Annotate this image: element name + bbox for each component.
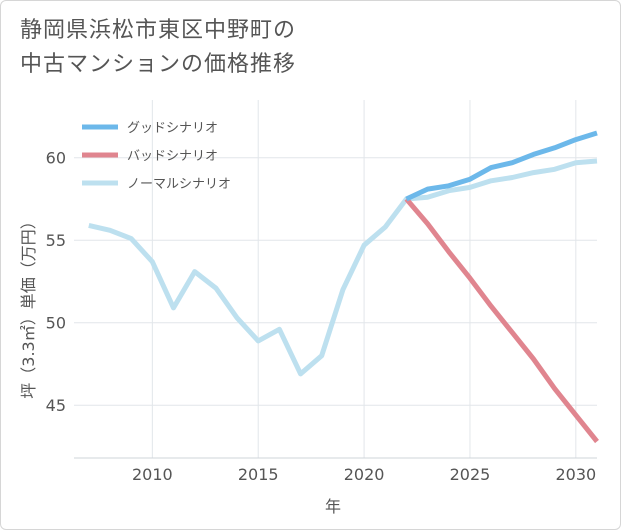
series-line-normal [88,158,598,377]
series-lines [88,130,599,444]
x-tick-label: 2030 [555,465,596,484]
y-tick-label: 55 [46,231,66,250]
legend-label-normal: ノーマルシナリオ [127,177,231,192]
legend-label-bad: バッドシナリオ [127,149,218,164]
y-tick-label: 60 [46,149,66,168]
y-tick-label: 50 [46,314,66,333]
y-axis-title: 坪（3.3㎡）単価（万円） [19,213,38,398]
series-line-bad [404,197,599,444]
chart-title-line-2: 中古マンションの価格推移 [20,52,297,77]
chart-title-line-1: 静岡県浜松市東区中野町の [20,18,297,43]
x-tick-label: 2015 [238,465,279,484]
x-axis-title: 年 [325,497,341,516]
x-tick-label: 2010 [132,465,173,484]
legend-label-good: グッドシナリオ [127,121,218,136]
x-tick-label: 2025 [450,465,491,484]
chart-title: 静岡県浜松市東区中野町の 中古マンションの価格推移 [20,14,296,82]
y-tick-label: 45 [46,396,66,415]
axes: 2010 2015 2020 2025 2030 45 50 55 60 [46,149,597,484]
x-tick-label: 2020 [344,465,385,484]
series-line-good [405,130,598,202]
